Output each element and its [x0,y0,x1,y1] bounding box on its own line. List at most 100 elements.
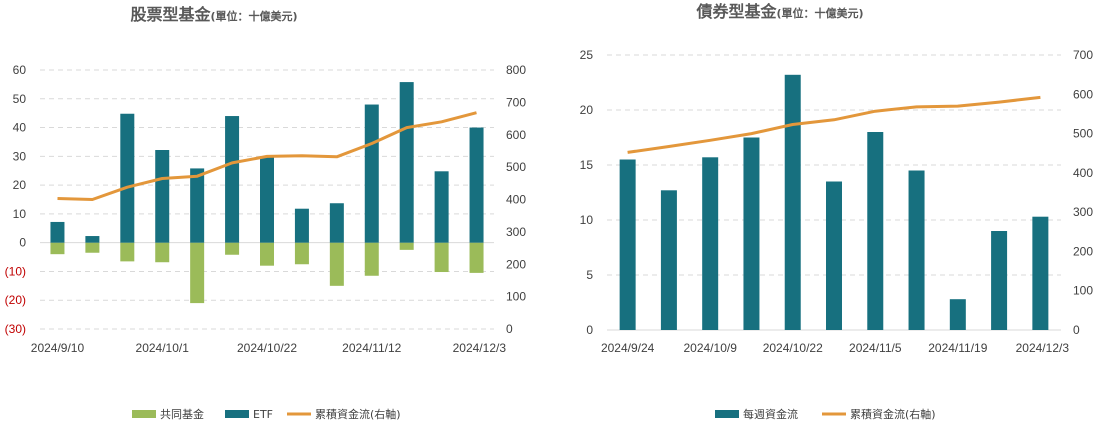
left-axis-tick-label: 15 [580,158,594,172]
x-axis-tick-label: 2024/10/1 [136,341,190,355]
weekly-flow-bar [619,159,636,330]
mutual-fund-bar [120,242,135,262]
bond-chart-title-unit: (單位：十億美元) [776,6,863,20]
bond-right-axis: 0 100 200 300 400 500 600 700 [1073,48,1093,337]
legend-label-etf: ETF [253,408,273,421]
mutual-fund-bar [50,242,65,255]
bond-chart-title-main: 債券型基金 [695,2,777,21]
left-axis-tick-label: 25 [580,48,594,62]
etf-bar [469,127,484,243]
equity-right-axis: 0 100 200 300 400 500 600 700 800 [506,63,526,336]
mutual-fund-bar [294,242,309,265]
mutual-fund-bar [364,242,379,276]
right-axis-tick-label: 200 [506,257,526,271]
etf-bar [85,236,100,243]
legend-label-bond-cumulative: 累積資金流(右軸) [850,407,936,421]
equity-fund-chart: 股票型基金(單位：十億美元) (30) (20) (10) 0 10 20 30 40 50 60… [5,5,527,421]
legend-swatch-weekly-flow [715,410,739,418]
left-axis-tick-label: 0 [19,236,26,250]
left-axis-tick-label: 5 [586,268,593,282]
left-axis-tick-label: (10) [5,264,26,278]
right-axis-tick-label: 500 [1073,127,1093,141]
weekly-flow-bar [991,231,1008,330]
x-axis-tick-label: 2024/11/5 [849,341,902,355]
right-axis-tick-label: 800 [506,63,526,77]
mutual-fund-bar [225,242,240,255]
etf-bar [329,203,344,243]
weekly-flow-bar [702,157,719,330]
etf-bar [225,116,240,243]
weekly-flow-bar [867,132,884,330]
right-axis-tick-label: 500 [506,160,526,174]
etf-bar [50,221,65,243]
equity-cumulative-line-group [57,111,477,201]
equity-left-axis: (30) (20) (10) 0 10 20 30 40 50 60 [5,63,27,336]
legend-label-mutual-fund: 共同基金 [160,407,204,421]
etf-bar [434,171,449,243]
x-axis-tick-label: 2024/12/3 [453,341,507,355]
bond-fund-chart: 債券型基金(單位：十億美元) 0 5 10 15 20 25 0 100 200 300 400 5… [580,2,1094,421]
bond-legend: 每週資金流 累積資金流(右軸) [715,407,936,421]
right-axis-tick-label: 300 [1073,205,1093,219]
mutual-fund-bar [399,242,414,250]
left-axis-tick-label: 10 [13,207,27,221]
left-axis-tick-label: 0 [586,323,593,337]
right-axis-tick-label: 200 [1073,244,1093,258]
right-axis-tick-label: 600 [506,128,526,142]
legend-swatch-etf [225,410,249,418]
x-axis-tick-label: 2024/9/10 [31,341,85,355]
bond-chart-title: 債券型基金(單位：十億美元) [695,2,863,21]
x-axis-tick-label: 2024/10/22 [763,341,823,355]
mutual-fund-bar [434,242,449,273]
etf-bar [260,156,274,243]
mutual-fund-bar [469,242,484,273]
left-axis-tick-label: 20 [13,178,27,192]
left-axis-tick-label: 60 [13,63,27,77]
equity-fund-chart-panel: 股票型基金(單位：十億美元) (30) (20) (10) 0 10 20 30 40 50 60… [0,0,552,425]
right-axis-tick-label: 600 [1073,87,1093,101]
equity-legend: 共同基金 ETF 累積資金流(右軸) [132,407,401,421]
legend-swatch-mutual-fund [132,410,156,418]
etf-bar [155,150,170,243]
right-axis-tick-label: 100 [506,290,526,304]
legend-label-weekly-flow: 每週資金流 [743,407,798,421]
x-axis-tick-label: 2024/11/19 [928,341,987,355]
right-axis-tick-label: 400 [506,193,526,207]
etf-bar [399,82,414,243]
equity-bars [50,82,484,304]
right-axis-tick-label: 700 [1073,48,1093,62]
etf-bar [190,168,205,243]
mutual-fund-bar [155,242,170,263]
x-axis-tick-label: 2024/9/24 [601,341,655,355]
weekly-flow-bar [908,170,925,330]
weekly-flow-bar [1032,216,1049,330]
left-axis-tick-label: 40 [13,121,27,135]
bond-x-axis: 2024/9/24 2024/10/9 2024/10/22 2024/11/5 202… [601,341,1069,355]
weekly-flow-bar [660,190,677,330]
x-axis-tick-label: 2024/12/3 [1016,341,1070,355]
etf-bar [364,104,379,243]
mutual-fund-bar [329,242,344,286]
equity-chart-title-main: 股票型基金 [130,5,211,24]
mutual-fund-bar [190,242,205,304]
x-axis-tick-label: 2024/10/22 [237,341,297,355]
etf-bar [294,208,309,243]
weekly-flow-bar [949,299,966,330]
weekly-flow-bar [743,137,760,330]
left-axis-tick-label: 20 [580,103,594,117]
left-axis-tick-label: 10 [580,213,594,227]
cumulative-flow-line [627,95,1041,154]
left-axis-tick-label: 30 [13,149,27,163]
legend-label-cumulative: 累積資金流(右軸) [315,407,401,421]
bond-left-axis: 0 5 10 15 20 25 [580,48,594,337]
right-axis-tick-label: 0 [1073,323,1080,337]
right-axis-tick-label: 0 [506,322,513,336]
left-axis-tick-label: (20) [5,293,26,307]
right-axis-tick-label: 300 [506,225,526,239]
bond-bars [619,74,1049,330]
cumulative-flow-line [57,111,477,201]
x-axis-tick-label: 2024/10/9 [683,341,737,355]
etf-bar [120,113,135,243]
right-axis-tick-label: 100 [1073,284,1093,298]
x-axis-tick-label: 2024/11/12 [342,341,401,355]
